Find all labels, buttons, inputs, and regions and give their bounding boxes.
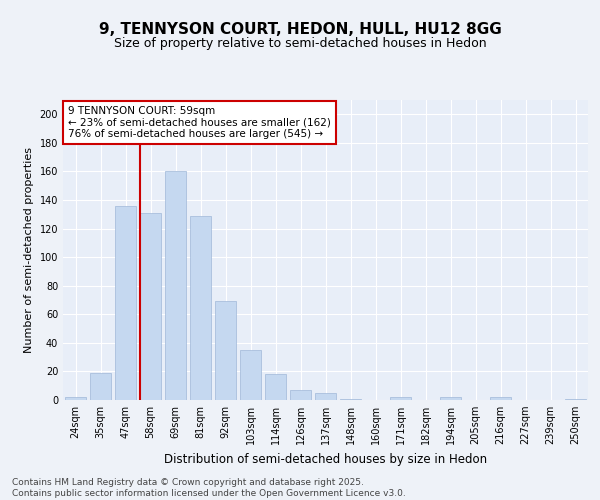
Text: 9 TENNYSON COURT: 59sqm
← 23% of semi-detached houses are smaller (162)
76% of s: 9 TENNYSON COURT: 59sqm ← 23% of semi-de…: [68, 106, 331, 139]
Text: Size of property relative to semi-detached houses in Hedon: Size of property relative to semi-detach…: [113, 38, 487, 51]
Y-axis label: Number of semi-detached properties: Number of semi-detached properties: [24, 147, 34, 353]
Bar: [315, 393, 336, 400]
Text: 9, TENNYSON COURT, HEDON, HULL, HU12 8GG: 9, TENNYSON COURT, HEDON, HULL, HU12 8GG: [98, 22, 502, 38]
Bar: [390, 397, 411, 400]
X-axis label: Distribution of semi-detached houses by size in Hedon: Distribution of semi-detached houses by …: [164, 452, 487, 466]
Bar: [290, 390, 311, 400]
Bar: [140, 213, 161, 400]
Bar: [215, 302, 236, 400]
Bar: [340, 398, 361, 400]
Bar: [440, 397, 461, 400]
Bar: [565, 398, 586, 400]
Text: Contains HM Land Registry data © Crown copyright and database right 2025.
Contai: Contains HM Land Registry data © Crown c…: [12, 478, 406, 498]
Bar: [190, 216, 211, 400]
Bar: [90, 373, 111, 400]
Bar: [240, 350, 261, 400]
Bar: [65, 397, 86, 400]
Bar: [490, 397, 511, 400]
Bar: [115, 206, 136, 400]
Bar: [265, 374, 286, 400]
Bar: [165, 172, 186, 400]
